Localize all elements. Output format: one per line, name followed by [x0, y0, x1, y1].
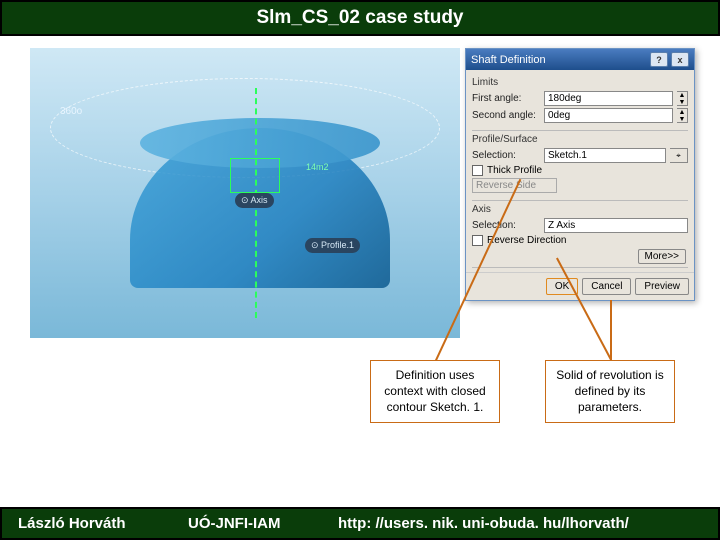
axis-badge[interactable]: ⊙ Axis [235, 193, 274, 208]
first-angle-spinner[interactable]: ▲▼ [677, 91, 688, 106]
cad-viewport[interactable]: 360o 14m2 ⊙ Axis ⊙ Profile.1 [30, 48, 460, 338]
thick-profile-checkbox[interactable] [472, 165, 483, 176]
footer: László Horváth UÓ-JNFI-IAM http: //users… [0, 507, 720, 540]
second-angle-spinner[interactable]: ▲▼ [677, 108, 688, 123]
profile-picker-icon[interactable]: ⌖ [670, 148, 688, 163]
second-angle-field[interactable]: 0deg [544, 108, 673, 123]
reverse-direction-label: Reverse Direction [487, 235, 566, 246]
callout-definition: Definition uses context with closed cont… [370, 360, 500, 423]
second-angle-label: Second angle: [472, 110, 540, 121]
footer-author: László Horváth [2, 515, 172, 532]
dialog-actions: OK Cancel Preview [466, 272, 694, 300]
cancel-button[interactable]: Cancel [582, 278, 631, 295]
dimension-label: 14m2 [300, 160, 335, 174]
profile-label: Profile/Surface [472, 134, 688, 145]
footer-org: UÓ-JNFI-IAM [172, 515, 322, 532]
dialog-title: Shaft Definition [471, 54, 546, 66]
axis-selection-label: Selection: [472, 220, 540, 231]
reverse-direction-checkbox[interactable] [472, 235, 483, 246]
axis-selection-field[interactable]: Z Axis [544, 218, 688, 233]
shaft-definition-dialog: Shaft Definition ? x Limits First angle:… [465, 48, 695, 301]
orbit-label: 360o [60, 106, 82, 117]
profile-group: Profile/Surface Selection: Sketch.1 ⌖ Th… [472, 131, 688, 201]
sketch-contour [230, 158, 280, 193]
first-angle-label: First angle: [472, 93, 540, 104]
footer-url: http: //users. nik. uni-obuda. hu/lhorva… [322, 515, 718, 532]
dialog-titlebar[interactable]: Shaft Definition ? x [466, 49, 694, 70]
help-button[interactable]: ? [650, 52, 668, 67]
preview-button[interactable]: Preview [635, 278, 689, 295]
callout-solid: Solid of revolution is defined by its pa… [545, 360, 675, 423]
close-button[interactable]: x [671, 52, 689, 67]
dialog-body: Limits First angle: 180deg ▲▼ Second ang… [466, 70, 694, 272]
page-title: Slm_CS_02 case study [0, 0, 720, 36]
profile-badge[interactable]: ⊙ Profile.1 [305, 238, 360, 253]
thick-profile-label: Thick Profile [487, 165, 542, 176]
more-button[interactable]: More>> [638, 249, 686, 264]
profile-selection-label: Selection: [472, 150, 540, 161]
profile-selection-field[interactable]: Sketch.1 [544, 148, 666, 163]
limits-label: Limits [472, 77, 688, 88]
connector-2b [610, 300, 612, 360]
limits-group: Limits First angle: 180deg ▲▼ Second ang… [472, 74, 688, 131]
first-angle-field[interactable]: 180deg [544, 91, 673, 106]
